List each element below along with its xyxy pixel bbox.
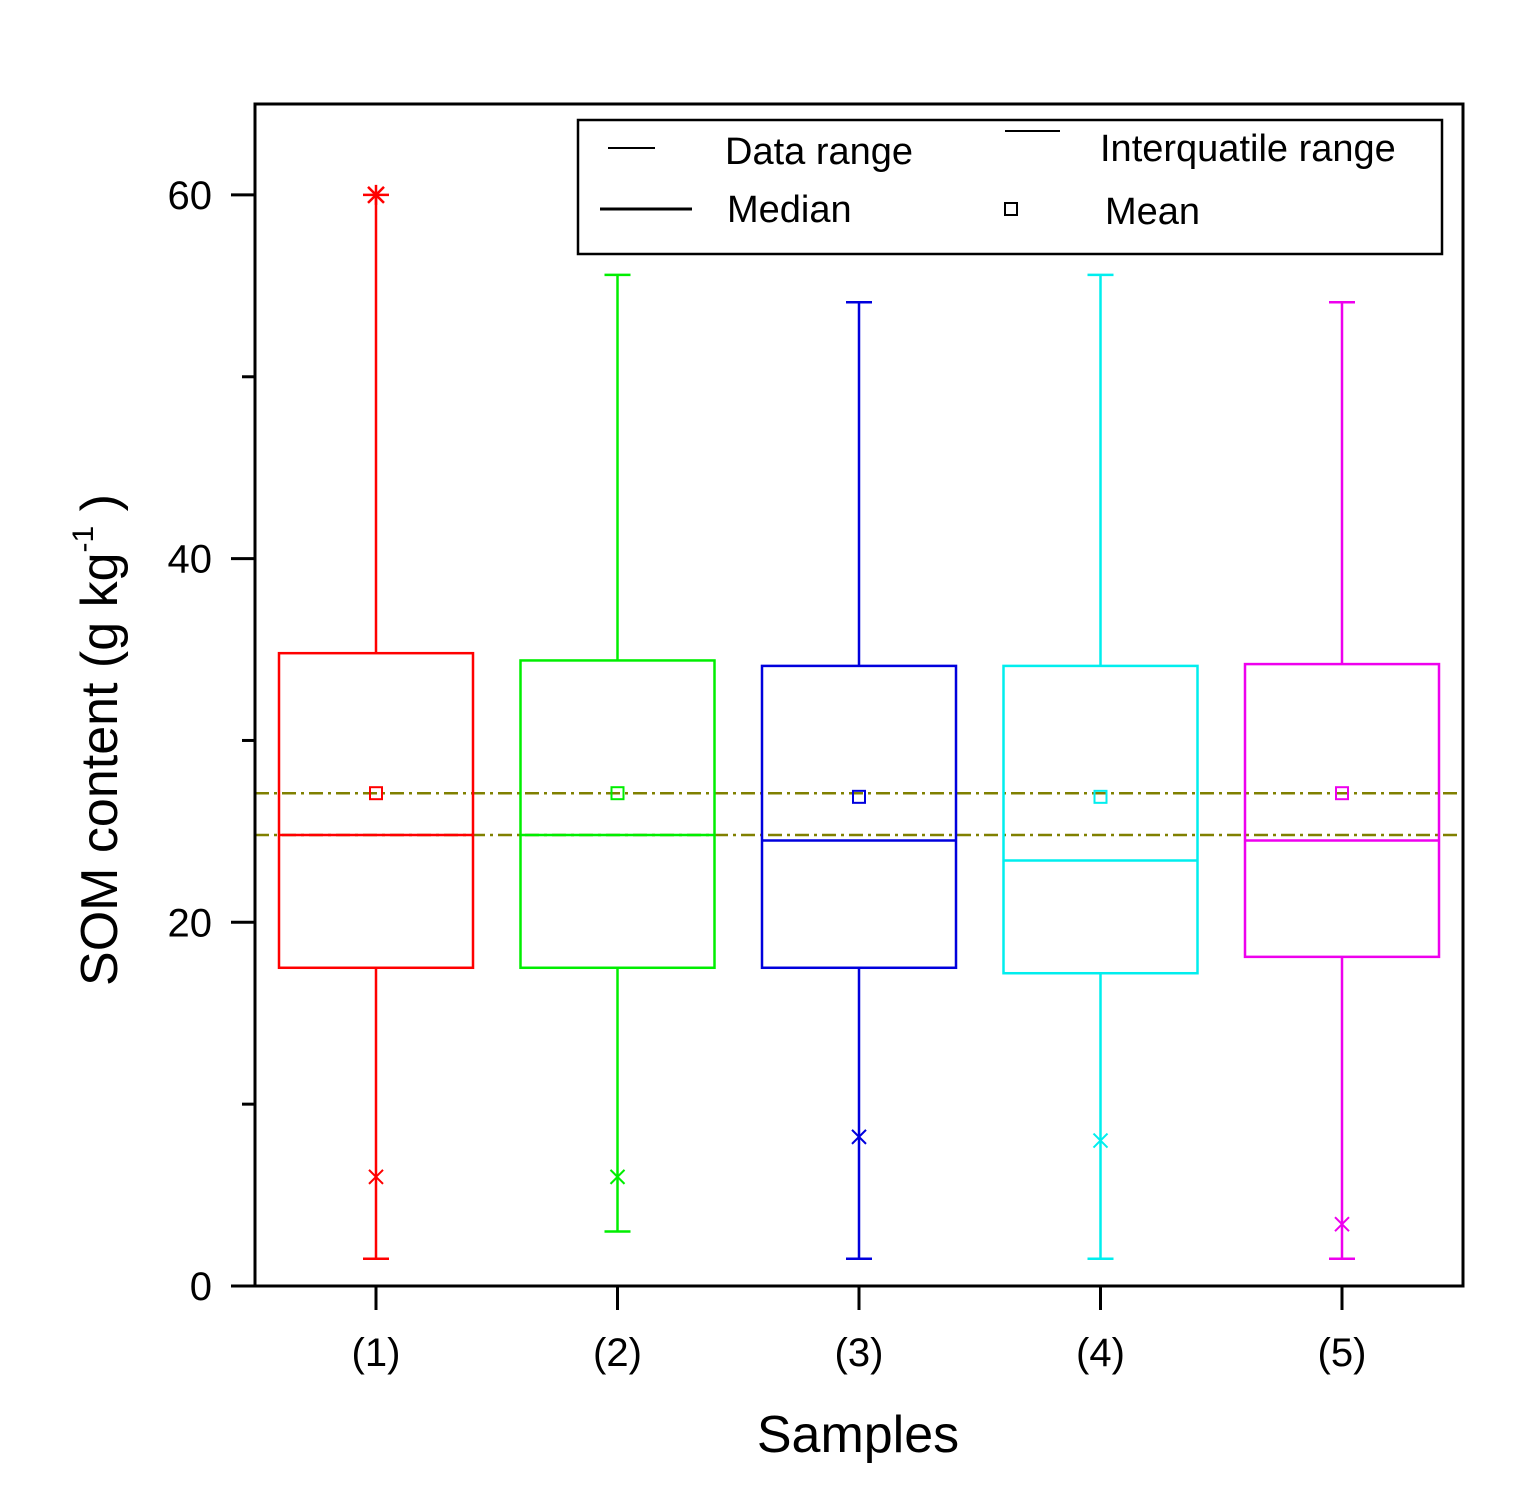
- iqr-box-1: [277, 651, 475, 970]
- y-tick-label: 20: [168, 901, 213, 945]
- x-tick-label: (2): [593, 1331, 642, 1375]
- y-tick-label: 0: [190, 1265, 212, 1309]
- legend-label: Interquatile range: [1100, 128, 1396, 170]
- legend-label: Data range: [725, 131, 913, 173]
- x-axis-label: Samples: [757, 1406, 959, 1464]
- iqr-box-2: [519, 659, 716, 970]
- legend-symbol-mean: [1004, 202, 1018, 216]
- x-tick-label: (5): [1318, 1331, 1367, 1375]
- p1-marker-2: [609, 1169, 626, 1185]
- y-axis-label-close: ): [71, 494, 129, 526]
- mean-marker-3: [852, 789, 866, 804]
- iqr-box-3: [760, 664, 958, 970]
- iqr-box-5: [1243, 662, 1441, 959]
- y-axis-label-main: SOM content (g kg: [71, 552, 129, 986]
- y-axis-label-superscript: -1: [67, 526, 100, 553]
- x-tick-label: (4): [1076, 1331, 1125, 1375]
- mean-marker-4: [1093, 789, 1108, 804]
- mean-marker-1: [369, 786, 383, 801]
- max-star-marker-1: [367, 184, 385, 205]
- p1-marker-3: [851, 1129, 867, 1145]
- p1-marker-4: [1092, 1132, 1109, 1149]
- x-tick-label: (1): [352, 1331, 401, 1375]
- legend-box: [576, 118, 1444, 256]
- legend-label: Mean: [1105, 191, 1200, 233]
- x-tick-label: (3): [835, 1331, 884, 1375]
- p1-marker-5: [1334, 1216, 1350, 1232]
- y-tick-label: 40: [168, 538, 213, 582]
- mean-marker-5: [1335, 786, 1349, 801]
- y-axis-label: SOM content (g kg-1 ): [67, 494, 129, 986]
- mean-marker-2: [610, 786, 625, 801]
- p1-marker-1: [368, 1169, 384, 1185]
- y-tick-label: 60: [168, 174, 213, 218]
- legend-label: Median: [727, 189, 852, 231]
- iqr-box-4: [1002, 664, 1199, 975]
